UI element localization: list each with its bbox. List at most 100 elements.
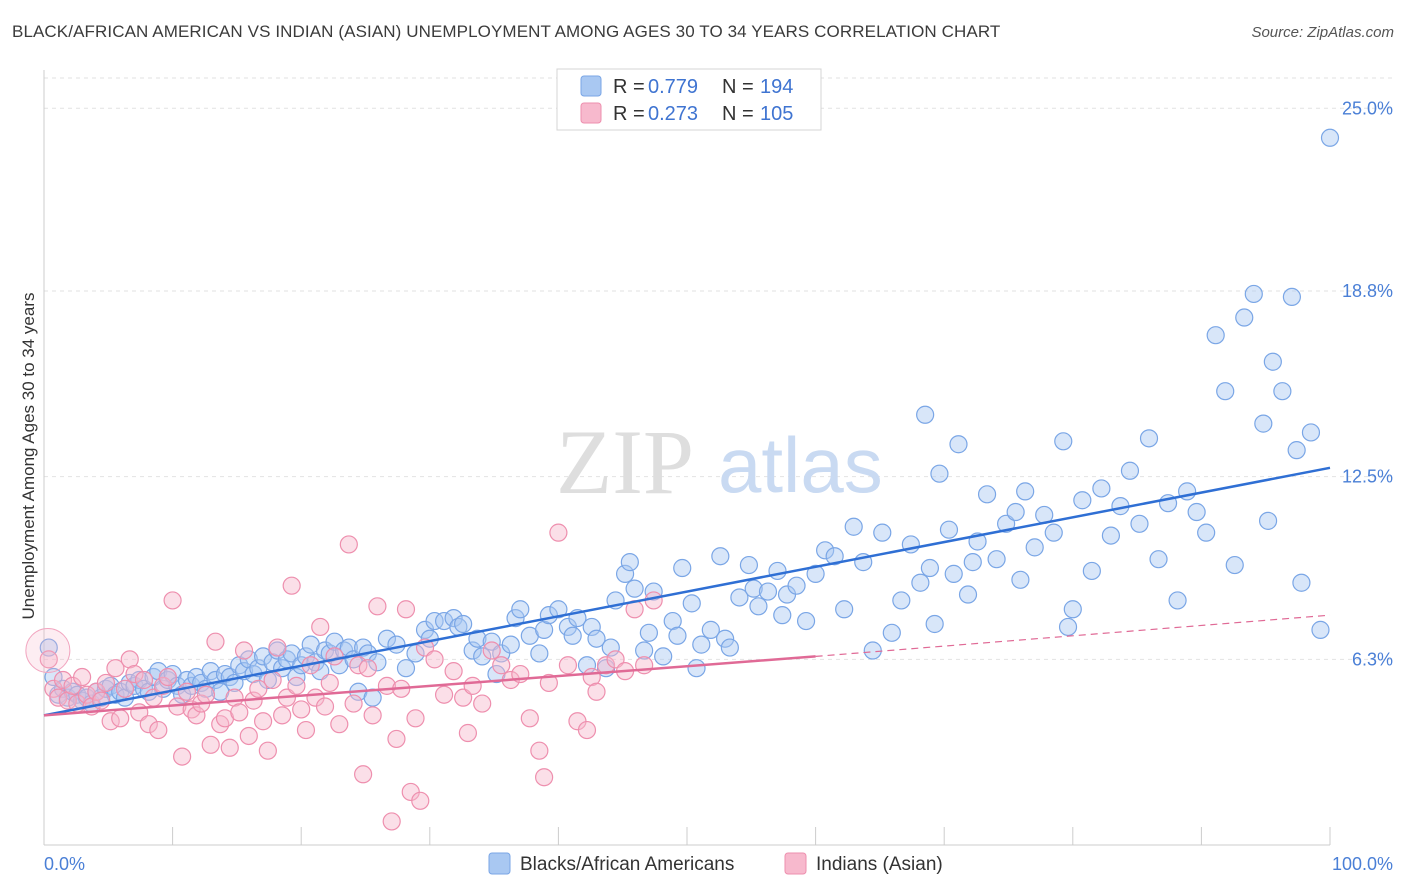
- y-tick-labels: 6.3% 12.5% 18.8% 25.0%: [1342, 98, 1393, 669]
- data-point: [406, 709, 425, 728]
- data-point: [1063, 600, 1082, 619]
- data-point: [620, 553, 639, 572]
- data-point: [958, 585, 978, 604]
- bottom-legend-swatch-indians: [784, 852, 807, 875]
- data-point: [668, 626, 687, 645]
- legend-n-label-2: N =: [722, 103, 754, 125]
- data-point: [1120, 461, 1140, 480]
- data-point: [234, 641, 254, 660]
- y-tick-label: 12.5%: [1342, 467, 1393, 487]
- data-point: [444, 608, 463, 628]
- data-point: [701, 620, 720, 639]
- data-point: [1206, 326, 1225, 345]
- data-point: [1258, 511, 1278, 530]
- data-point: [53, 670, 73, 690]
- data-point: [368, 597, 387, 616]
- grid-lines: [44, 77, 1393, 660]
- data-point: [139, 715, 158, 734]
- data-point: [768, 561, 787, 581]
- data-point: [625, 579, 644, 598]
- data-point: [1101, 526, 1121, 545]
- data-point: [206, 632, 225, 651]
- data-point: [1273, 382, 1292, 401]
- data-point: [882, 623, 901, 642]
- bottom-legend-swatch-blacks: [488, 852, 511, 875]
- legend-n-value-2: 105: [760, 103, 793, 125]
- data-point: [268, 638, 287, 657]
- data-point: [1011, 570, 1030, 589]
- data-point: [949, 435, 968, 454]
- x-ticks: [43, 827, 1331, 845]
- x-tick-label-max: 100.0%: [1332, 854, 1393, 874]
- data-point: [535, 620, 554, 639]
- data-point: [1058, 617, 1078, 637]
- data-point: [387, 729, 406, 749]
- legend-box: R = 0.779 N = 194 R = 0.273 N = 105: [556, 68, 822, 131]
- data-point: [1244, 284, 1263, 304]
- data-point: [1025, 538, 1044, 557]
- data-point: [1073, 491, 1092, 510]
- data-point: [549, 600, 568, 619]
- data-point: [311, 617, 330, 637]
- data-point: [473, 647, 492, 666]
- data-point: [158, 667, 177, 687]
- data-point: [482, 641, 501, 660]
- data-point: [377, 629, 397, 648]
- source-label: Source: ZipAtlas.com: [1251, 24, 1394, 41]
- data-point: [344, 694, 363, 713]
- data-point: [125, 664, 144, 684]
- bottom-legend-label-indians: Indians (Asian): [816, 854, 943, 875]
- data-point: [596, 656, 616, 675]
- data-point: [739, 555, 759, 575]
- data-point: [1044, 523, 1063, 542]
- trend-line-indians: [43, 655, 816, 717]
- data-point: [758, 582, 778, 601]
- data-point: [501, 635, 520, 654]
- data-point: [863, 641, 882, 660]
- data-point: [325, 647, 344, 666]
- data-point: [425, 650, 444, 669]
- data-point: [320, 673, 339, 693]
- data-point: [115, 679, 135, 698]
- data-point: [530, 644, 549, 663]
- chart-title: BLACK/AFRICAN AMERICAN VS INDIAN (ASIAN)…: [12, 22, 1001, 41]
- data-point: [563, 626, 582, 645]
- data-point: [1225, 555, 1244, 575]
- legend-n-label-1: N =: [722, 76, 754, 98]
- data-point: [930, 464, 949, 483]
- data-point: [239, 726, 258, 746]
- legend-r-value-1: 0.779: [648, 76, 698, 98]
- data-point: [844, 517, 863, 536]
- data-point: [111, 709, 130, 728]
- data-point: [977, 485, 997, 504]
- data-point: [39, 650, 58, 669]
- data-point: [149, 720, 168, 740]
- data-point: [411, 791, 430, 810]
- y-axis-title: Unemployment Among Ages 30 to 34 years: [19, 293, 38, 620]
- data-point: [1006, 502, 1025, 522]
- data-point: [920, 558, 940, 578]
- data-point: [134, 670, 154, 690]
- data-point: [434, 685, 454, 704]
- data-point: [925, 614, 944, 634]
- y-tick-label: 18.8%: [1342, 281, 1393, 301]
- data-point: [816, 541, 835, 560]
- data-point: [263, 670, 282, 690]
- data-point: [1235, 308, 1254, 327]
- data-point: [292, 700, 311, 719]
- data-point: [1301, 423, 1321, 442]
- data-point: [120, 650, 139, 669]
- data-point: [187, 706, 206, 725]
- data-point: [387, 635, 406, 654]
- data-point: [396, 659, 416, 678]
- bottom-legend: Blacks/African Americans Indians (Asian): [488, 852, 943, 875]
- trend-lines: [43, 466, 1331, 717]
- data-point: [492, 656, 511, 675]
- data-point: [249, 679, 268, 698]
- data-point: [787, 576, 806, 595]
- data-point: [282, 576, 301, 595]
- data-point: [339, 535, 358, 554]
- legend-r-label-1: R =: [613, 76, 645, 98]
- data-point: [520, 709, 539, 728]
- data-point: [606, 650, 625, 669]
